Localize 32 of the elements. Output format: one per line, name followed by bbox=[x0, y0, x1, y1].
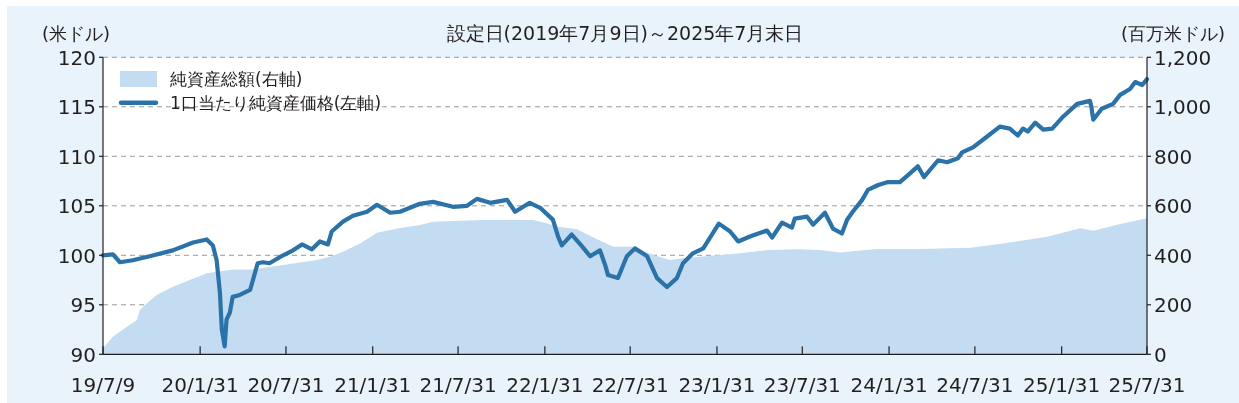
y2-tick-label: 600 bbox=[1154, 194, 1193, 218]
y-tick-label: 100 bbox=[57, 243, 96, 268]
x-tick-label: 25/7/31 bbox=[1108, 373, 1186, 398]
x-tick-label: 22/7/31 bbox=[591, 373, 669, 398]
y-tick-label: 105 bbox=[57, 194, 96, 218]
x-tick-label: 24/1/31 bbox=[850, 373, 928, 398]
legend-label: 純資産総額(右軸) bbox=[170, 69, 303, 90]
y2-tick-label: 800 bbox=[1154, 144, 1193, 169]
y2-tick-label: 200 bbox=[1154, 293, 1193, 317]
x-tick-label: 22/1/31 bbox=[506, 373, 584, 398]
y-tick-label: 120 bbox=[57, 45, 96, 70]
y-tick-label: 95 bbox=[70, 293, 96, 317]
x-tick-label: 20/7/31 bbox=[247, 373, 325, 398]
legend-label: 1口当たり純資産価格(左軸) bbox=[170, 92, 382, 113]
y-tick-label: 90 bbox=[70, 342, 96, 367]
x-tick-label: 21/7/31 bbox=[419, 373, 497, 398]
y2-tick-label: 1,200 bbox=[1154, 45, 1212, 70]
y2-axis-title: (百万米ドル) bbox=[1120, 23, 1226, 44]
y-tick-label: 115 bbox=[57, 95, 96, 119]
y2-tick-label: 0 bbox=[1154, 342, 1167, 367]
y2-tick-label: 400 bbox=[1154, 243, 1193, 268]
chart-title: 設定日(2019年7月9日)～2025年7月末日 bbox=[446, 22, 804, 44]
y2-tick-label: 1,000 bbox=[1154, 95, 1212, 119]
x-tick-label: 20/1/31 bbox=[161, 373, 239, 398]
x-tick-label: 25/1/31 bbox=[1023, 373, 1101, 398]
x-tick-label: 19/7/9 bbox=[70, 373, 136, 398]
y-tick-label: 110 bbox=[57, 144, 96, 169]
x-tick-label: 21/1/31 bbox=[334, 373, 412, 398]
x-tick-label: 23/7/31 bbox=[763, 373, 841, 398]
x-tick-label: 24/7/31 bbox=[936, 373, 1014, 398]
x-tick-label: 23/1/31 bbox=[678, 373, 756, 398]
y-axis-title: (米ドル) bbox=[41, 23, 111, 44]
